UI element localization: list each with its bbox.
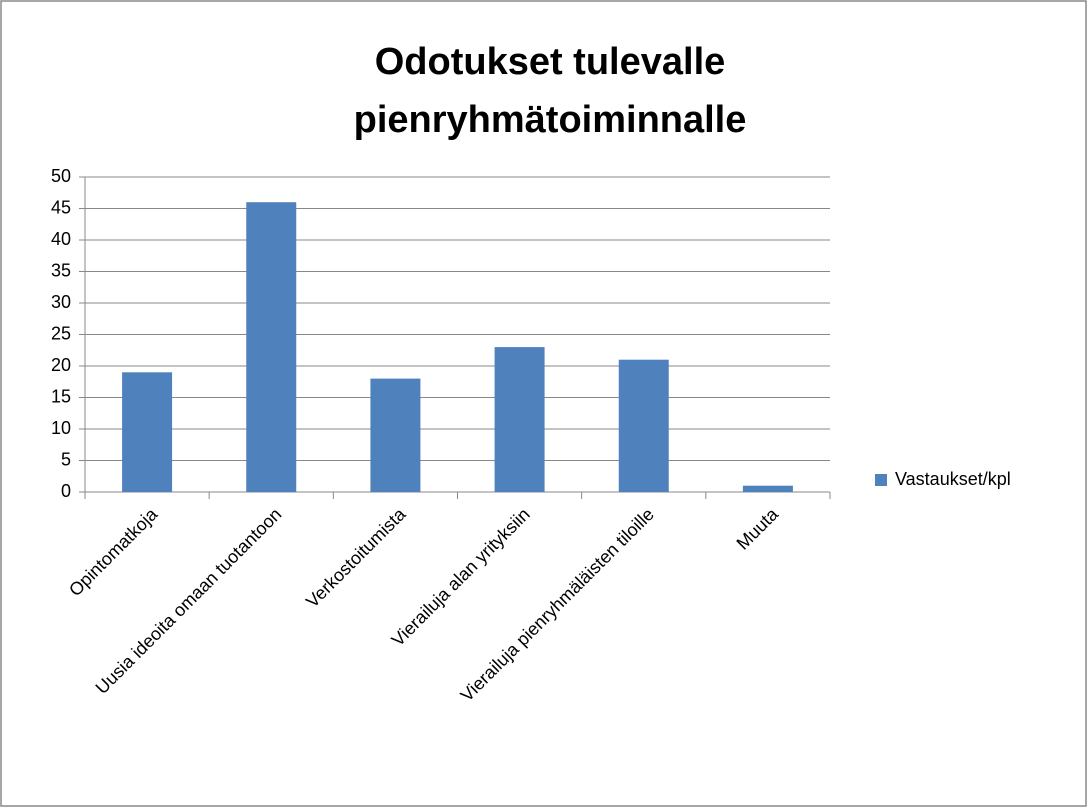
bar	[370, 378, 421, 492]
bar	[122, 372, 173, 492]
chart-title: pienryhmätoiminnalle	[354, 99, 747, 141]
bar	[494, 347, 545, 492]
y-tick-label: 45	[51, 197, 71, 217]
y-tick-label: 15	[51, 386, 71, 406]
bar	[742, 485, 793, 492]
y-tick-label: 40	[51, 229, 71, 249]
y-tick-label: 50	[51, 166, 71, 186]
y-tick-label: 35	[51, 260, 71, 280]
y-tick-label: 10	[51, 418, 71, 438]
chart-title: Odotukset tulevalle	[375, 41, 726, 83]
y-tick-label: 5	[61, 449, 71, 469]
y-tick-label: 20	[51, 355, 71, 375]
y-tick-label: 25	[51, 323, 71, 343]
bar	[618, 359, 669, 492]
legend-swatch	[875, 474, 887, 486]
y-tick-label: 0	[61, 481, 71, 501]
y-tick-label: 30	[51, 292, 71, 312]
bar	[246, 202, 297, 492]
legend-label: Vastaukset/kpl	[895, 469, 1011, 489]
